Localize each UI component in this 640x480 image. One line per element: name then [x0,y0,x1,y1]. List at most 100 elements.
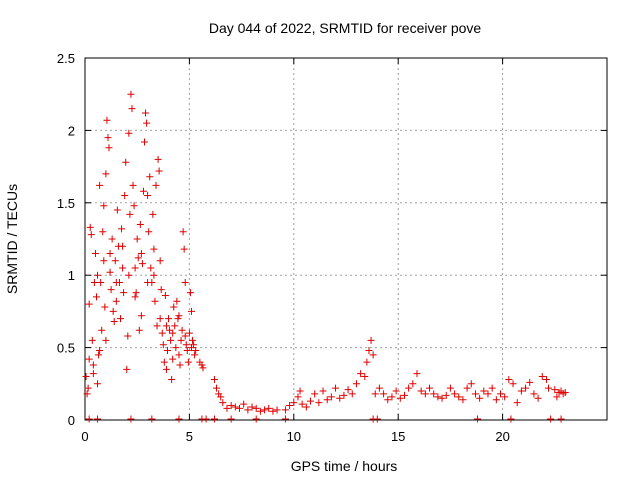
baseline-point [252,415,260,423]
data-point [417,387,425,395]
data-point [269,407,277,415]
data-point [170,303,178,311]
data-point [142,109,150,117]
data-point [156,315,164,323]
data-point [171,322,179,330]
data-point [176,361,184,369]
data-point [86,223,94,231]
data-point [174,315,182,323]
baseline-point [175,415,183,423]
data-point [112,278,120,286]
data-point [290,399,298,407]
data-point [400,391,408,399]
data-point [102,170,110,178]
data-point [199,364,207,372]
axis-tick-labels: 0 5 10 15 20 0 0.5 1 1.5 2 2.5 [57,51,510,444]
data-point [421,390,429,398]
data-point [90,278,98,286]
data-point [561,388,569,396]
data-point [95,351,103,359]
data-point [319,387,327,395]
data-point [191,351,199,359]
data-point [177,336,185,344]
data-point [384,396,392,404]
baseline-point [227,415,235,423]
data-point [348,390,356,398]
data-point [143,119,151,127]
data-point [131,264,139,272]
data-point [119,242,127,250]
data-point [83,390,91,398]
data-point [136,221,144,229]
x-tick-label: 15 [391,429,405,444]
data-point [426,384,434,392]
data-point [442,391,450,399]
data-point [157,286,165,294]
data-point [87,231,95,239]
baseline-point [507,415,515,423]
data-point [96,181,104,189]
data-point [256,407,264,415]
data-point [375,384,383,392]
data-point [88,336,96,344]
data-point [169,329,177,337]
data-point [146,173,154,181]
data-point [169,355,177,363]
x-tick-label: 20 [495,429,509,444]
data-point [463,384,471,392]
data-point [545,384,553,392]
data-point [189,336,197,344]
data-point [213,384,221,392]
data-point [118,225,126,233]
data-point [163,346,171,354]
data-point [97,278,105,286]
data-point [261,406,269,414]
x-tick-label: 0 [81,429,88,444]
data-point [459,396,467,404]
baseline-point [85,415,93,423]
data-point [240,400,248,408]
data-point [139,187,147,195]
data-point [294,393,302,401]
data-point [106,268,114,276]
data-point [98,326,106,334]
data-point [180,245,188,253]
data-point [101,303,109,311]
data-point [147,264,155,272]
baseline-point [94,415,102,423]
data-point [122,158,130,166]
data-point [158,329,166,337]
data-point [534,394,542,402]
data-point [145,228,153,236]
data-point [553,393,561,401]
data-point [173,297,181,305]
data-point [286,402,294,410]
data-point [396,394,404,402]
data-point [109,307,117,315]
data-point [162,322,170,330]
data-point [192,346,200,354]
y-tick-label: 0 [68,413,75,428]
data-point [405,384,413,392]
data-point [105,144,113,152]
y-tick-label: 0.5 [57,341,75,356]
data-point [162,365,170,373]
baseline-point [127,415,135,423]
data-point [127,90,135,98]
data-point [476,394,484,402]
baseline-point [474,415,482,423]
data-point [185,329,193,337]
data-point [159,341,167,349]
data-point [85,355,93,363]
data-point [150,271,158,279]
data-point [315,399,323,407]
x-axis-label: GPS time / hours [291,458,398,474]
data-point [455,393,463,401]
data-point [125,129,133,137]
data-point [132,289,140,297]
data-point [409,380,417,388]
data-point [369,351,377,359]
baseline-point [557,415,565,423]
data-point [492,396,500,404]
data-point [198,361,206,369]
